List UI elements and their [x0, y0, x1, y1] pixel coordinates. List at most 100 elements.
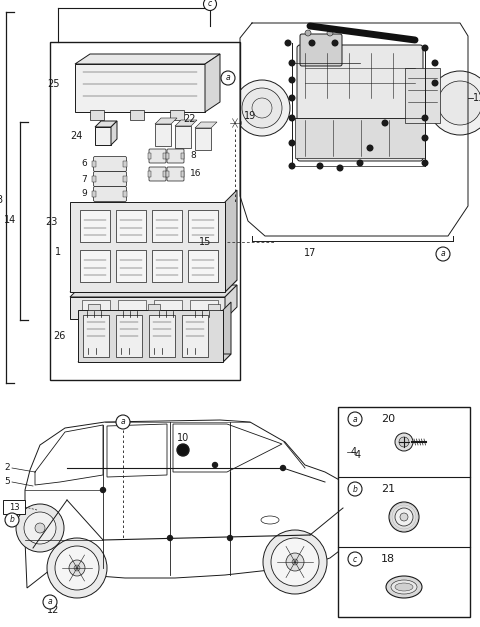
- Polygon shape: [195, 122, 217, 128]
- Bar: [208, 304, 220, 310]
- Text: 24: 24: [71, 131, 83, 141]
- Bar: [190, 300, 218, 314]
- Polygon shape: [70, 280, 237, 292]
- Bar: [83, 315, 109, 357]
- Circle shape: [47, 538, 107, 598]
- Bar: [70, 297, 225, 319]
- Bar: [166, 153, 169, 159]
- Circle shape: [289, 163, 295, 169]
- Polygon shape: [155, 118, 177, 124]
- Circle shape: [213, 463, 217, 468]
- FancyBboxPatch shape: [94, 172, 127, 186]
- Bar: [148, 304, 160, 310]
- FancyBboxPatch shape: [149, 167, 166, 181]
- Bar: [92, 176, 96, 182]
- Ellipse shape: [386, 576, 422, 598]
- Circle shape: [229, 117, 241, 129]
- Circle shape: [348, 482, 362, 496]
- Circle shape: [289, 60, 295, 66]
- Text: 18: 18: [381, 554, 395, 564]
- Circle shape: [285, 40, 291, 46]
- Bar: [175, 126, 191, 148]
- Bar: [188, 210, 218, 242]
- Circle shape: [438, 81, 480, 125]
- Bar: [181, 171, 184, 177]
- Text: 22: 22: [184, 114, 196, 124]
- Circle shape: [382, 120, 388, 126]
- Text: 15: 15: [199, 237, 211, 247]
- Text: 23: 23: [46, 217, 58, 227]
- Bar: [181, 153, 184, 159]
- Bar: [163, 153, 166, 159]
- Circle shape: [55, 546, 99, 590]
- Text: b: b: [10, 515, 14, 525]
- Bar: [152, 210, 182, 242]
- Circle shape: [263, 530, 327, 594]
- Bar: [405, 68, 440, 123]
- Bar: [116, 210, 146, 242]
- Circle shape: [289, 77, 295, 83]
- Bar: [130, 110, 144, 120]
- Bar: [92, 161, 96, 167]
- Circle shape: [280, 465, 286, 470]
- Polygon shape: [223, 302, 231, 362]
- Circle shape: [389, 502, 419, 532]
- Circle shape: [327, 30, 333, 36]
- Polygon shape: [70, 285, 237, 297]
- Bar: [123, 161, 127, 167]
- Circle shape: [422, 135, 428, 141]
- Circle shape: [432, 80, 438, 86]
- Circle shape: [286, 553, 304, 571]
- Text: 4: 4: [355, 450, 361, 460]
- Text: 14: 14: [4, 215, 16, 225]
- Text: a: a: [120, 418, 125, 426]
- Circle shape: [5, 513, 19, 527]
- Text: 6: 6: [81, 159, 87, 169]
- Bar: [123, 191, 127, 197]
- Bar: [116, 250, 146, 282]
- Bar: [148, 171, 151, 177]
- Bar: [148, 153, 151, 159]
- Circle shape: [317, 163, 323, 169]
- Text: 17: 17: [304, 248, 316, 258]
- Polygon shape: [111, 121, 117, 145]
- Text: 16: 16: [190, 169, 202, 179]
- Circle shape: [309, 40, 315, 46]
- Polygon shape: [75, 64, 205, 112]
- Circle shape: [43, 595, 57, 609]
- Text: 10: 10: [177, 433, 189, 443]
- Text: 21: 21: [381, 484, 395, 494]
- Text: a: a: [353, 414, 357, 423]
- Text: 3: 3: [0, 195, 2, 205]
- Circle shape: [422, 161, 428, 166]
- Circle shape: [289, 115, 295, 121]
- Text: c: c: [208, 0, 212, 9]
- Text: 5: 5: [4, 478, 10, 487]
- Circle shape: [35, 523, 45, 533]
- Text: 8: 8: [190, 152, 196, 161]
- Bar: [70, 202, 225, 292]
- Bar: [88, 304, 100, 310]
- Circle shape: [400, 513, 408, 521]
- Text: 1: 1: [55, 247, 61, 257]
- Bar: [78, 310, 223, 362]
- FancyBboxPatch shape: [167, 167, 184, 181]
- Bar: [163, 171, 166, 177]
- Bar: [154, 300, 182, 314]
- Bar: [188, 250, 218, 282]
- Polygon shape: [175, 120, 197, 126]
- Bar: [116, 315, 142, 357]
- Circle shape: [348, 552, 362, 566]
- Polygon shape: [75, 54, 220, 64]
- Bar: [152, 250, 182, 282]
- Bar: [195, 128, 211, 150]
- Circle shape: [399, 437, 409, 447]
- Text: 11: 11: [473, 93, 480, 103]
- Text: 25: 25: [48, 79, 60, 89]
- Circle shape: [428, 71, 480, 135]
- Text: b: b: [353, 485, 358, 493]
- Circle shape: [234, 80, 290, 136]
- Bar: [90, 110, 104, 120]
- Bar: [50, 42, 240, 380]
- Circle shape: [348, 412, 362, 426]
